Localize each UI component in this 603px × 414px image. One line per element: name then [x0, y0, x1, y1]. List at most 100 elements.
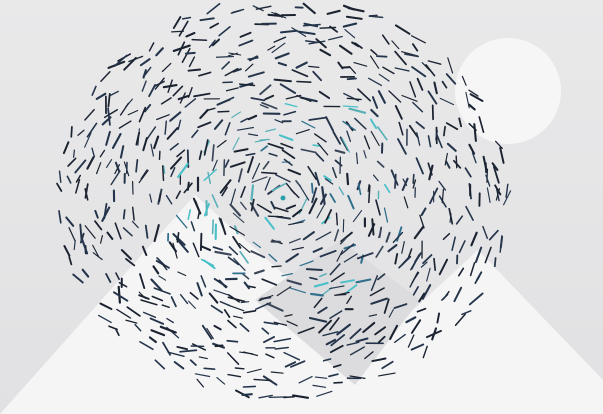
vortex-stroke [316, 390, 333, 397]
vortex-stroke [119, 145, 125, 159]
vortex-stroke [75, 178, 81, 194]
vortex-stroke [251, 176, 268, 183]
vortex-stroke [233, 257, 246, 271]
vortex-stroke [187, 68, 202, 72]
vortex-stroke [211, 219, 214, 235]
vortex-stroke [346, 341, 360, 346]
vortex-stroke [198, 71, 212, 77]
vortex-stroke [148, 84, 157, 98]
vortex-stroke [170, 296, 177, 308]
vortex-stroke [267, 45, 276, 51]
vortex-stroke [370, 55, 380, 69]
vortex-stroke [141, 80, 147, 92]
vortex-stroke [177, 271, 187, 277]
vortex-stroke [250, 250, 266, 259]
vortex-stroke [115, 272, 120, 281]
vortex-stroke [378, 372, 396, 377]
vortex-stroke [310, 182, 314, 194]
vortex-stroke [468, 103, 476, 111]
vortex-stroke [346, 130, 352, 142]
vortex-stroke [230, 8, 245, 14]
vortex-stroke [171, 30, 185, 33]
vortex-stroke [94, 209, 99, 219]
vortex-stroke [439, 97, 455, 106]
vortex-stroke [292, 208, 303, 218]
vortex-stroke [371, 357, 387, 363]
vortex-stroke [75, 174, 82, 183]
vortex-stroke [443, 125, 446, 137]
vortex-stroke [329, 310, 343, 320]
vortex-stroke [160, 97, 172, 105]
vortex-stroke [468, 292, 484, 306]
vortex-stroke [84, 183, 89, 199]
vortex-stroke [284, 314, 293, 317]
vortex-stroke [426, 267, 431, 282]
vortex-stroke [99, 302, 113, 311]
vortex-stroke [445, 160, 451, 169]
vortex-stroke [388, 90, 402, 103]
vortex-stroke [363, 135, 371, 150]
vortex-stroke [113, 54, 128, 68]
vortex-stroke [372, 174, 379, 182]
vortex-stroke [239, 83, 256, 87]
vortex-stroke [292, 394, 310, 399]
vortex-stroke [144, 224, 149, 239]
vortex-stroke [284, 103, 298, 108]
vortex-stroke [122, 209, 126, 220]
vortex-stroke [435, 132, 443, 149]
vortex-stroke [355, 152, 359, 165]
vortex-stroke [84, 132, 92, 148]
vortex-stroke [154, 359, 166, 370]
vortex-stroke [68, 226, 76, 242]
vortex-stroke [108, 325, 118, 331]
vortex-stroke [310, 292, 324, 297]
vortex-stroke [383, 183, 391, 194]
vortex-stroke [302, 2, 316, 15]
vortex-stroke [95, 162, 102, 175]
vortex-stroke [368, 184, 371, 204]
vortex-stroke [232, 212, 245, 223]
vortex-stroke [468, 143, 476, 155]
vortex-stroke [138, 294, 150, 300]
vortex-stroke [455, 215, 464, 225]
vortex-stroke [150, 143, 155, 157]
vortex-stroke [139, 58, 151, 67]
vortex-stroke [181, 16, 192, 20]
vortex-stroke [86, 156, 95, 170]
vortex-stroke [250, 184, 255, 201]
vortex-stroke [270, 200, 276, 210]
vortex-stroke [191, 38, 208, 41]
vortex-stroke [179, 293, 189, 305]
vortex-stroke [355, 278, 372, 284]
vortex-stroke [457, 267, 465, 277]
vortex-stroke [266, 302, 284, 312]
vortex-stroke [213, 324, 222, 331]
vortex-stroke [279, 29, 298, 34]
vortex-stroke [273, 78, 293, 83]
vortex-stroke [138, 169, 149, 184]
vortex-stroke [189, 359, 197, 366]
vortex-stroke [107, 107, 111, 126]
vortex-stroke [438, 180, 447, 191]
vortex-stroke [338, 44, 353, 55]
vortex-stroke [213, 289, 229, 296]
vortex-stroke [161, 263, 168, 271]
vortex-stroke [385, 231, 391, 243]
vortex-stroke [328, 35, 343, 41]
vortex-stroke [389, 324, 399, 341]
vortex-stroke [419, 214, 425, 229]
vortex-stroke [299, 186, 310, 201]
vortex-stroke [159, 325, 177, 334]
vortex-stroke [316, 204, 325, 219]
vortex-stroke [149, 193, 153, 203]
vortex-stroke [478, 116, 485, 133]
vortex-stroke [114, 161, 121, 173]
vortex-stroke [118, 281, 128, 288]
vortex-stroke [135, 131, 141, 146]
vortex-stroke [474, 275, 481, 284]
vortex-stroke [187, 86, 193, 98]
vortex-stroke [216, 98, 231, 106]
vortex-stroke [285, 204, 297, 210]
vortex-stroke [192, 242, 200, 258]
